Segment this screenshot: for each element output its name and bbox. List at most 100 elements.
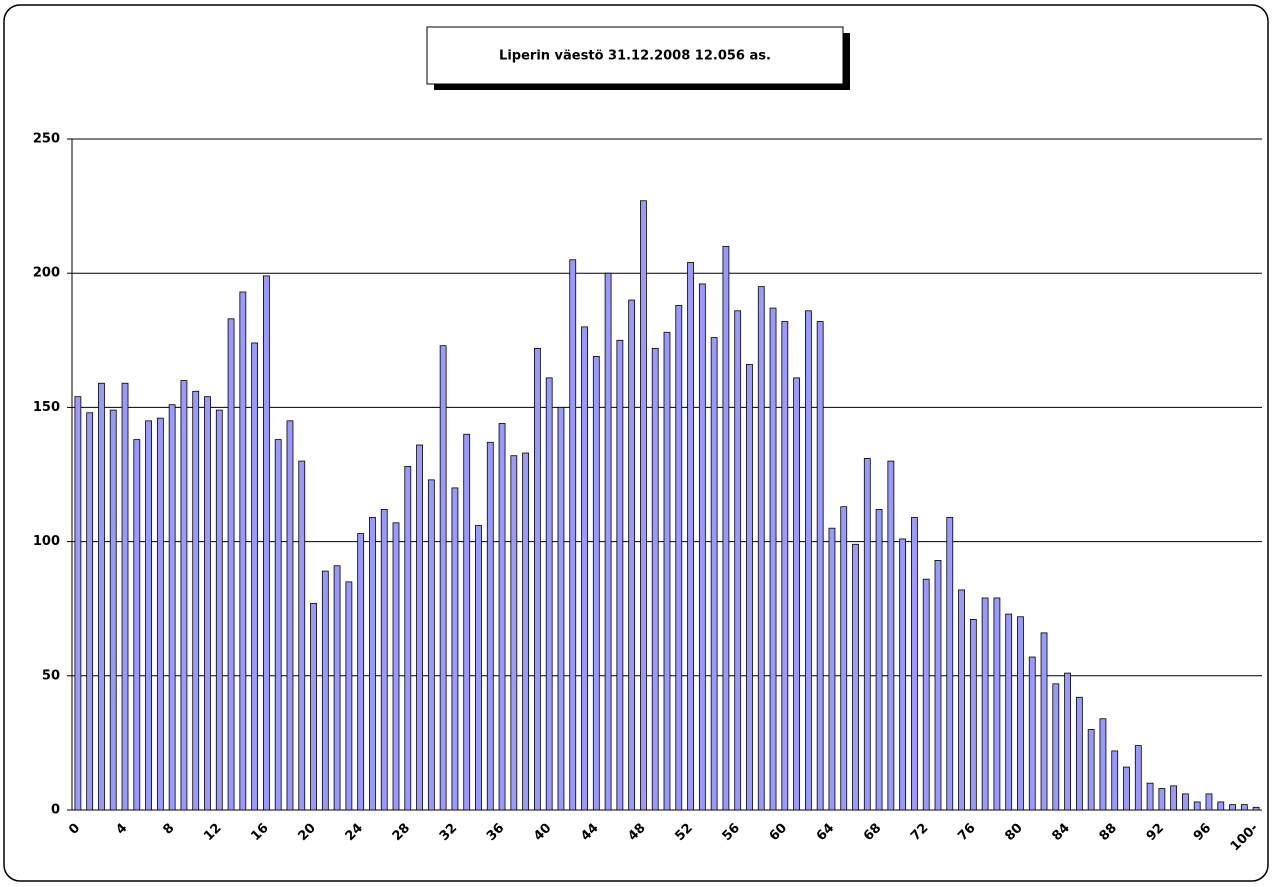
bar [922,578,930,811]
bar [581,326,588,811]
bar [86,412,94,811]
bar [1017,616,1024,811]
bar [510,455,518,811]
bar [569,259,577,811]
bar [1087,729,1095,811]
bar [734,310,742,811]
bar [757,286,765,811]
y-tick-label: 150 [33,400,60,415]
bar [180,380,188,811]
bar [863,457,871,811]
y-tick-label: 50 [42,668,60,683]
bar [640,200,647,811]
bar [675,305,683,811]
y-tick-label: 250 [33,132,60,147]
bar [1052,683,1060,811]
bar [722,245,730,811]
bar [156,417,164,811]
bar [486,441,494,811]
bar [993,597,1001,811]
bar [274,439,282,811]
bar [969,619,977,811]
title-box [426,26,844,85]
bar [168,404,176,811]
bar [1111,750,1119,811]
bar [192,390,200,811]
bar [1252,806,1260,811]
bar [1217,801,1225,811]
bar [557,406,565,811]
bar [475,525,482,811]
bar [121,382,129,811]
bar [1040,632,1048,811]
bar [946,517,954,811]
bar [781,321,789,811]
bar [1170,785,1178,811]
bar [298,460,306,811]
bar [427,479,435,811]
bar [1182,793,1189,811]
bar [333,565,341,811]
bar [133,439,141,811]
bar [345,581,353,811]
bar [98,382,105,811]
bar [1075,696,1083,811]
bar [1123,766,1130,811]
bar [651,347,659,811]
bar [545,377,553,811]
bar [522,452,530,811]
bar [698,283,706,811]
bar [604,272,612,811]
bar [816,321,824,811]
bar [769,307,777,811]
bar [710,337,718,811]
bar [498,423,506,811]
bar [533,347,541,811]
chart-title: Liperin väestö 31.12.2008 12.056 as. [499,49,771,64]
bar [1028,656,1036,811]
bar [840,506,848,811]
bar [239,291,247,811]
bar [321,570,329,811]
bar [369,517,376,811]
bar [981,597,989,811]
bar [227,318,235,811]
bar [746,364,753,811]
bar [934,559,942,811]
bar [1193,801,1201,811]
bar [1240,804,1248,811]
bar [145,420,152,811]
bar [875,508,883,811]
bar [263,275,270,811]
bar [887,460,895,811]
bar [1229,804,1236,811]
bar [828,527,836,811]
bar [793,377,801,811]
bar [1158,788,1166,811]
bar [286,420,294,811]
bar [958,589,965,811]
bar [911,517,918,811]
bar [439,345,447,811]
y-tick-label: 100 [33,534,60,549]
bar [1064,672,1071,811]
bar [463,433,471,811]
bar [804,310,812,811]
bar [687,262,694,811]
bar [215,409,223,811]
bar [592,356,600,811]
bar [310,602,317,811]
bar [852,543,859,811]
bar [380,508,388,811]
bar [1134,745,1142,811]
y-tick-label: 200 [33,266,60,281]
bar [74,396,82,811]
bar [251,342,259,811]
bar [1005,613,1013,811]
bar [616,339,624,811]
bar [204,396,211,811]
bar [1205,793,1213,811]
bar [899,538,907,811]
y-tick-label: 0 [51,803,60,818]
